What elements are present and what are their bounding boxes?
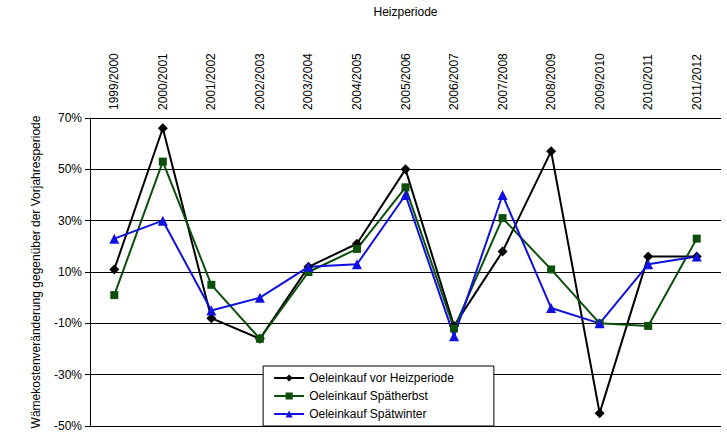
svg-text:2007/2008: 2007/2008 bbox=[496, 53, 510, 110]
svg-text:Oeleinkauf Spätherbst: Oeleinkauf Spätherbst bbox=[309, 389, 428, 403]
svg-text:Wämekostenveränderung gegenübe: Wämekostenveränderung gegenüber der Vorj… bbox=[29, 115, 43, 428]
svg-text:-50%: -50% bbox=[54, 419, 82, 433]
svg-text:Heizperiode: Heizperiode bbox=[373, 5, 437, 19]
svg-text:70%: 70% bbox=[58, 111, 82, 125]
svg-text:30%: 30% bbox=[58, 214, 82, 228]
svg-text:2011/2012: 2011/2012 bbox=[690, 54, 704, 110]
svg-text:2000/2001: 2000/2001 bbox=[156, 53, 170, 110]
svg-text:2002/2003: 2002/2003 bbox=[253, 53, 267, 110]
svg-text:2006/2007: 2006/2007 bbox=[447, 53, 461, 110]
svg-text:2003/2004: 2003/2004 bbox=[301, 53, 315, 110]
svg-text:Oeleinkauf vor Heizperiode: Oeleinkauf vor Heizperiode bbox=[309, 371, 454, 385]
svg-text:2005/2006: 2005/2006 bbox=[399, 53, 413, 110]
svg-text:2009/2010: 2009/2010 bbox=[593, 53, 607, 110]
svg-text:-30%: -30% bbox=[54, 368, 82, 382]
svg-text:2004/2005: 2004/2005 bbox=[350, 53, 364, 110]
svg-text:1999/2000: 1999/2000 bbox=[107, 53, 121, 110]
svg-text:2008/2009: 2008/2009 bbox=[544, 53, 558, 110]
svg-text:50%: 50% bbox=[58, 162, 82, 176]
svg-text:2001/2002: 2001/2002 bbox=[204, 53, 218, 110]
svg-text:2010/2011: 2010/2011 bbox=[641, 54, 655, 110]
svg-text:Oeleinkauf Spätwinter: Oeleinkauf Spätwinter bbox=[309, 407, 426, 421]
svg-text:10%: 10% bbox=[58, 265, 82, 279]
svg-text:-10%: -10% bbox=[54, 316, 82, 330]
